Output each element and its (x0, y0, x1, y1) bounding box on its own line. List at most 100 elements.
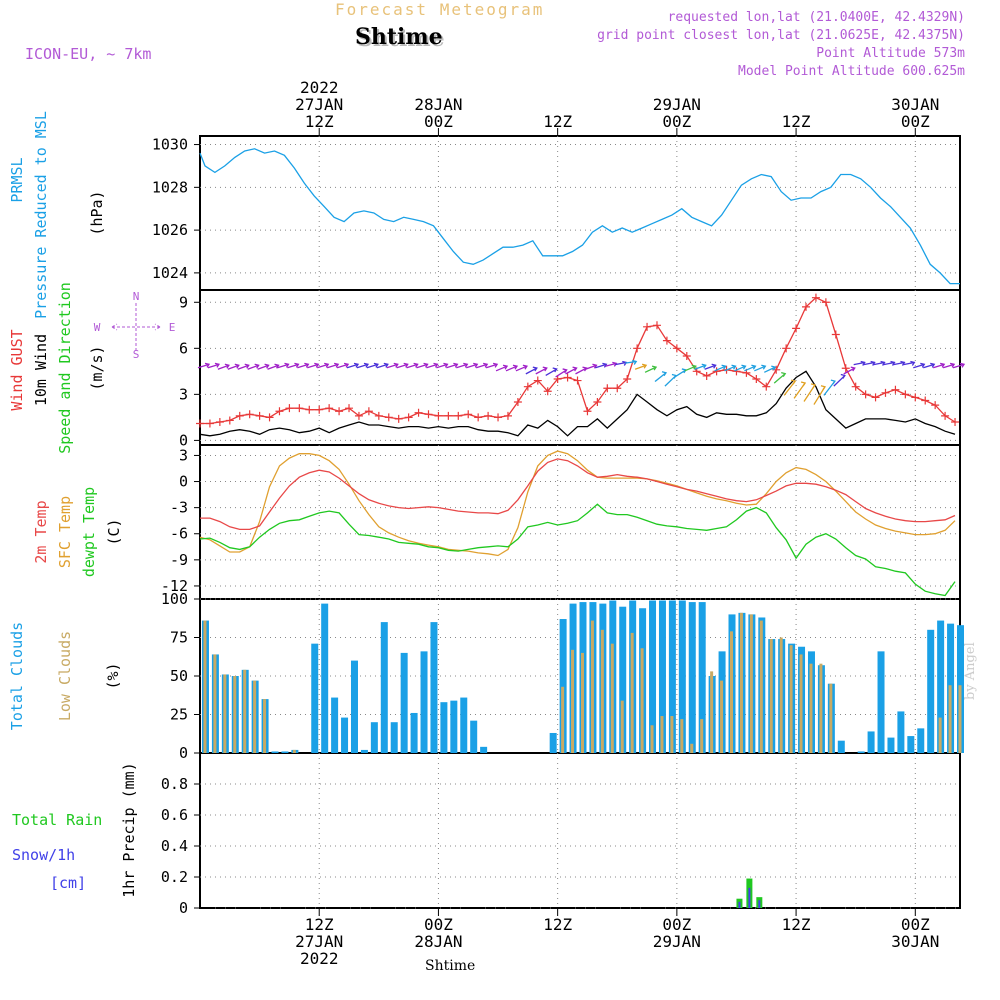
wind-direction-arrow (863, 360, 876, 366)
total-cloud-bar (430, 622, 438, 753)
total-cloud-bar (897, 711, 905, 753)
total-cloud-bar (311, 643, 319, 753)
temp-unit-label: (C) (105, 518, 123, 545)
wind-arrow-shaft (893, 361, 905, 366)
wind-direction-arrow (595, 362, 608, 369)
wind-arrow-shaft (903, 361, 915, 366)
snow-bar (748, 887, 751, 908)
bottom-time-label: 12Z (305, 915, 334, 934)
gust-point (732, 367, 741, 376)
wind-arrow-shaft (873, 361, 885, 366)
gust-point (831, 330, 840, 339)
total-cloud-bar (927, 629, 935, 753)
pressure-short-label: PRMSL (8, 157, 26, 202)
wind-arrow-head (483, 362, 489, 368)
pressure-long-label: Pressure Reduced to MSL (32, 111, 50, 319)
gust-point (464, 410, 473, 419)
low-cloud-bar (730, 631, 734, 753)
wind-arrow-head (463, 362, 469, 368)
gust-point (364, 407, 373, 416)
wind-arrow-head (274, 363, 280, 369)
wind-arrow-shaft (773, 373, 786, 384)
wind-direction-arrow (416, 362, 429, 369)
low-cloud-bar (571, 649, 575, 753)
wind-direction-arrow (565, 366, 578, 375)
low-cloud-bar (243, 669, 247, 753)
wind-arrow-shaft (684, 365, 697, 372)
wind-direction-arrow (833, 373, 846, 387)
low-cloud-bar (263, 699, 267, 753)
gust-point (762, 382, 771, 391)
low-cloud-bar (213, 654, 217, 753)
wind-direction-arrow (942, 362, 956, 369)
wind-direction-arrow (714, 364, 727, 372)
wind-direction-arrow (783, 379, 797, 396)
wind-arrow-head (940, 362, 946, 368)
top-time-label: 2022 (300, 78, 339, 97)
wind-arrow-shaft (615, 361, 627, 366)
y-tick-label: 9 (179, 293, 188, 311)
gust-point (901, 390, 910, 399)
compass-north: N (133, 290, 140, 303)
y-tick-label: 75 (170, 629, 188, 647)
wind-direction-label: Speed and Direction (56, 282, 74, 454)
wind-arrow-shaft (317, 363, 329, 369)
total-cloud-bar (341, 717, 349, 753)
low-cloud-bar (223, 674, 227, 753)
wind-arrow-head (800, 381, 807, 387)
wind-direction-arrow (754, 364, 767, 372)
wind-arrow-head (920, 362, 926, 368)
wind-direction-arrow (346, 362, 360, 369)
compass-south: S (133, 348, 140, 361)
wind-arrow-head (512, 364, 519, 370)
total-cloud-bar (360, 749, 368, 753)
gust-point (205, 419, 214, 428)
wind-arrow-head (492, 362, 499, 368)
gridpoint-coords: grid point closest lon,lat (21.0625E, 42… (597, 28, 965, 43)
total-cloud-bar (400, 652, 408, 753)
wind-arrow-shaft (197, 363, 210, 369)
bottom-time-label: 27JAN (295, 932, 343, 951)
wind-direction-arrow (724, 364, 737, 372)
low-cloud-bar (640, 648, 644, 753)
total-cloud-bar (281, 751, 289, 753)
wind-arrow-head (214, 362, 220, 368)
wind-direction-arrow (386, 362, 399, 369)
low-cloud-bar (829, 683, 833, 753)
wind-arrow-head (790, 379, 797, 385)
gust-point (404, 413, 413, 422)
wind-arrow-shaft (436, 363, 448, 369)
y-tick-label: 0.6 (161, 806, 188, 824)
wind-arrow-head (850, 366, 856, 372)
wind-arrow-shaft (297, 363, 309, 369)
y-tick-label: 50 (170, 667, 188, 685)
wind-arrow-head (353, 362, 360, 368)
top-time-label: 00Z (901, 112, 930, 131)
gust-point (811, 293, 820, 302)
bottom-time-label: 12Z (782, 915, 811, 934)
top-time-label: 12Z (543, 112, 572, 131)
gust-point (484, 411, 493, 420)
wind-arrow-shaft (326, 363, 339, 369)
wind-arrow-shaft (446, 363, 458, 369)
y-tick-label: 0 (179, 899, 188, 917)
total-clouds-label: Total Clouds (8, 622, 26, 730)
temp-2m-line (200, 458, 956, 531)
gust-point (275, 407, 284, 416)
wind-direction-arrow (287, 362, 300, 369)
y-tick-label: 3 (179, 446, 188, 464)
wind-arrow-shaft (277, 363, 289, 369)
bottom-time-label: 29JAN (653, 932, 701, 951)
total-cloud-bar (688, 602, 696, 753)
wind-arrow-shaft (366, 363, 379, 369)
gust-point (533, 376, 542, 385)
bottom-time-label: 12Z (543, 915, 572, 934)
wind-arrow-head (900, 360, 906, 366)
gust-point (325, 404, 334, 413)
low-cloud-bar (680, 719, 684, 753)
total-cloud-bar (887, 737, 895, 753)
bottom-time-label: 28JAN (414, 932, 462, 951)
low-cloud-bar (789, 645, 793, 753)
place-title: Shtime (355, 24, 443, 50)
wind-direction-arrow (376, 362, 389, 369)
